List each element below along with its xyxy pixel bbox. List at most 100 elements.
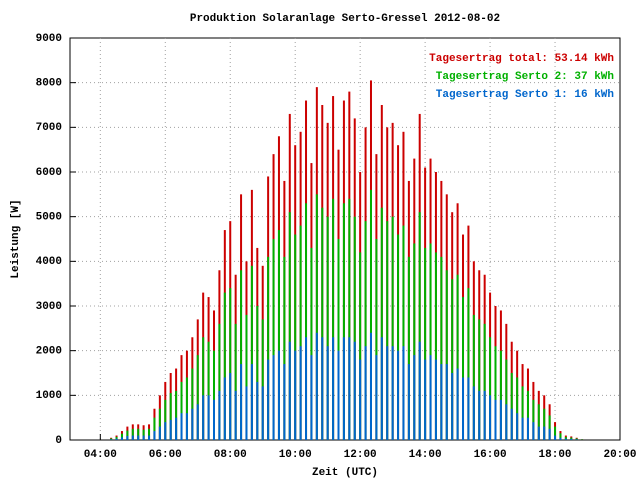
bar <box>137 428 140 440</box>
bar <box>348 337 351 440</box>
bar <box>413 243 416 440</box>
bar <box>305 203 308 440</box>
bar <box>120 433 123 440</box>
bar <box>277 350 280 440</box>
bar <box>483 390 486 440</box>
bar <box>332 198 335 440</box>
bar <box>229 373 232 440</box>
bar <box>223 292 226 440</box>
y-tick-label: 0 <box>55 435 62 447</box>
bar <box>575 439 578 440</box>
bar <box>342 337 345 440</box>
x-tick-label: 14:00 <box>409 449 442 461</box>
bar <box>321 337 324 440</box>
bar <box>131 435 134 440</box>
bar <box>386 346 389 440</box>
bar <box>196 355 199 440</box>
bar <box>510 408 513 440</box>
bar <box>451 373 454 440</box>
bar <box>218 323 221 440</box>
bar <box>407 364 410 440</box>
bar <box>445 364 448 440</box>
bar <box>472 314 475 440</box>
bar <box>191 408 194 440</box>
bar <box>175 390 178 440</box>
bar <box>494 399 497 440</box>
plot-frame <box>69 37 621 441</box>
bar <box>169 419 172 440</box>
bar <box>467 288 470 440</box>
legend-entry: Tagesertrag Serto 2: 37 kWh <box>436 71 614 83</box>
bar <box>353 341 356 440</box>
bar <box>131 428 134 440</box>
bar <box>267 359 270 440</box>
bar <box>153 417 156 440</box>
bar <box>332 337 335 440</box>
bar <box>434 359 437 440</box>
bar <box>554 435 557 440</box>
bar <box>386 221 389 440</box>
bar <box>429 355 432 440</box>
bar <box>483 323 486 440</box>
bar <box>510 373 513 440</box>
bar <box>283 364 286 440</box>
bar <box>397 350 400 440</box>
bar <box>250 364 253 440</box>
bar <box>294 234 297 440</box>
bar <box>267 256 270 440</box>
bar <box>397 234 400 440</box>
y-tick-label: 2000 <box>36 346 62 358</box>
bar <box>526 417 529 440</box>
bar <box>164 399 167 440</box>
y-tick-label: 3000 <box>36 301 62 313</box>
bar <box>240 364 243 440</box>
bar <box>115 438 118 440</box>
bar <box>272 355 275 440</box>
x-tick-label: 06:00 <box>149 449 182 461</box>
bar <box>521 386 524 440</box>
bar <box>115 436 118 440</box>
bar <box>445 270 448 440</box>
bar <box>245 314 248 440</box>
bar <box>169 393 172 440</box>
bar <box>110 439 113 440</box>
bar <box>353 216 356 440</box>
bar <box>261 386 264 440</box>
bar <box>310 355 313 440</box>
bar <box>543 408 546 440</box>
bar <box>369 332 372 440</box>
bar <box>229 288 232 440</box>
bar <box>516 377 519 440</box>
bar <box>342 203 345 440</box>
bar <box>462 297 465 440</box>
bar <box>407 256 410 440</box>
bar <box>212 350 215 440</box>
x-tick-label: 18:00 <box>539 449 572 461</box>
bar <box>537 404 540 440</box>
bar <box>158 426 161 440</box>
bar <box>424 359 427 440</box>
y-tick-label: 8000 <box>36 78 62 90</box>
bar <box>472 386 475 440</box>
bar <box>288 341 291 440</box>
bar <box>462 377 465 440</box>
bar <box>451 279 454 440</box>
bar <box>581 439 584 440</box>
bar <box>391 216 394 440</box>
bar <box>532 399 535 440</box>
bar <box>283 256 286 440</box>
x-tick-label: 04:00 <box>84 449 117 461</box>
bar <box>126 430 129 440</box>
bar <box>202 395 205 440</box>
bar <box>505 404 508 440</box>
bar <box>402 346 405 440</box>
bar <box>326 346 329 440</box>
bar <box>310 247 313 440</box>
bar <box>548 415 551 440</box>
bar <box>364 221 367 440</box>
bar <box>391 346 394 440</box>
bar <box>375 239 378 440</box>
bar <box>234 323 237 440</box>
bar <box>120 437 123 440</box>
bar <box>424 247 427 440</box>
